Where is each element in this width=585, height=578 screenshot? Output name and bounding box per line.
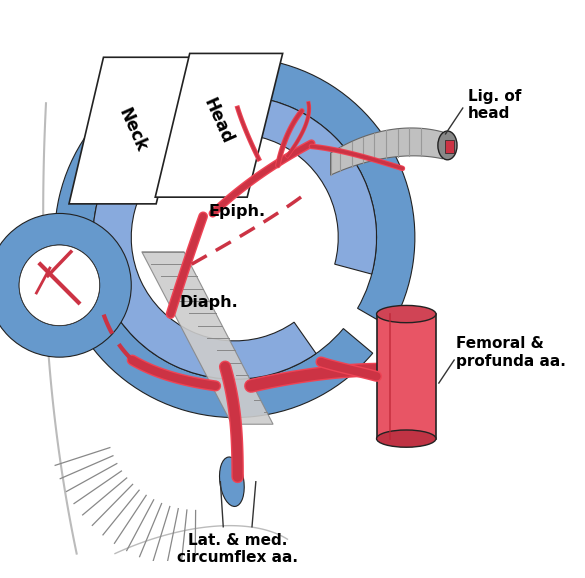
Wedge shape bbox=[54, 57, 415, 417]
Polygon shape bbox=[155, 53, 283, 197]
Ellipse shape bbox=[377, 305, 436, 323]
Text: Lig. of
head: Lig. of head bbox=[467, 89, 521, 121]
Bar bbox=[445, 140, 454, 153]
Ellipse shape bbox=[377, 430, 436, 447]
Wedge shape bbox=[93, 95, 377, 379]
Ellipse shape bbox=[438, 131, 457, 160]
Bar bbox=[377, 314, 436, 439]
Text: Femoral &
profunda aa.: Femoral & profunda aa. bbox=[456, 336, 566, 369]
Text: Head: Head bbox=[199, 95, 236, 146]
Text: Diaph.: Diaph. bbox=[180, 295, 238, 310]
Text: Neck: Neck bbox=[115, 105, 150, 155]
Polygon shape bbox=[331, 128, 443, 175]
Text: Epiph.: Epiph. bbox=[208, 204, 265, 219]
Circle shape bbox=[19, 245, 99, 325]
Text: Lat. & med.
circumflex aa.: Lat. & med. circumflex aa. bbox=[177, 532, 298, 565]
Polygon shape bbox=[142, 252, 273, 424]
Wedge shape bbox=[0, 213, 131, 357]
Ellipse shape bbox=[219, 457, 244, 506]
Polygon shape bbox=[69, 57, 192, 204]
